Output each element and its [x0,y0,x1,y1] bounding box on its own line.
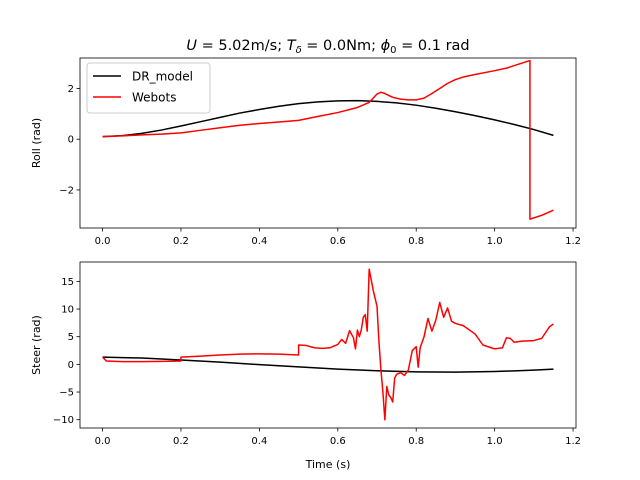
steer-series-dr-model [102,356,554,373]
roll-ylabel: Roll (rad) [30,118,43,168]
title-part: T [287,38,297,54]
steer-xtick-label: 0.2 [173,436,189,447]
roll-axes: 0.0 0.2 0.4 0.6 0.8 1.0 1.2 −2 0 2 Roll (rad) [30,57,581,247]
roll-xtick-label: 0.0 [95,236,111,247]
steer-series-webots [102,268,554,421]
steer-xlabel: Time (s) [305,458,351,471]
steer-xtick-label: 0.6 [330,436,346,447]
title-part: δ [296,45,302,56]
steer-xtick-label: 0.0 [95,436,111,447]
steer-xtick-label: 1.2 [565,436,581,447]
title-part: = 0.0Nm; [302,38,381,54]
roll-series-webots [102,59,554,220]
steer-xtick-label: 1.0 [487,436,503,447]
steer-ytick-label: 15 [61,277,74,288]
roll-xtick-label: 1.2 [565,236,581,247]
roll-xtick-label: 0.6 [330,236,346,247]
roll-xtick-label: 0.2 [173,236,189,247]
legend-label-webots: Webots [132,91,176,105]
steer-ytick-label: −10 [53,415,74,426]
roll-xtick-label: 0.8 [408,236,424,247]
steer-ylabel: Steer (rad) [30,315,43,375]
steer-ytick-label: 5 [68,332,74,343]
steer-ytick-label: 10 [61,305,74,316]
title-part: = 0.1 rad [397,38,470,54]
roll-series-dr-model [102,99,554,138]
title-part: U [186,38,197,54]
roll-ytick-label: −2 [59,185,74,196]
roll-frame [79,57,577,229]
steer-xtick-label: 0.4 [251,436,267,447]
figure-title: U = 5.02m/s; Tδ = 0.0Nm; ϕ0 = 0.1 rad [186,38,469,56]
legend: DR_model Webots [86,62,211,114]
title-part: = 5.02m/s; [197,38,287,54]
roll-ytick-label: 0 [68,135,74,146]
roll-xtick-label: 0.4 [251,236,267,247]
steer-frame [79,261,577,429]
title-part: ϕ [381,38,391,54]
title-part: 0 [390,45,396,56]
steer-axes: 0.0 0.2 0.4 0.6 0.8 1.0 1.2 −10 −5 0 5 10 15 Steer (r… [30,261,581,471]
steer-ytick-label: 0 [68,360,74,371]
steer-xtick-label: 0.8 [408,436,424,447]
roll-ytick-label: 2 [68,84,74,95]
roll-xtick-label: 1.0 [487,236,503,247]
legend-label-dr-model: DR_model [132,70,193,84]
steer-ytick-label: −5 [59,388,74,399]
